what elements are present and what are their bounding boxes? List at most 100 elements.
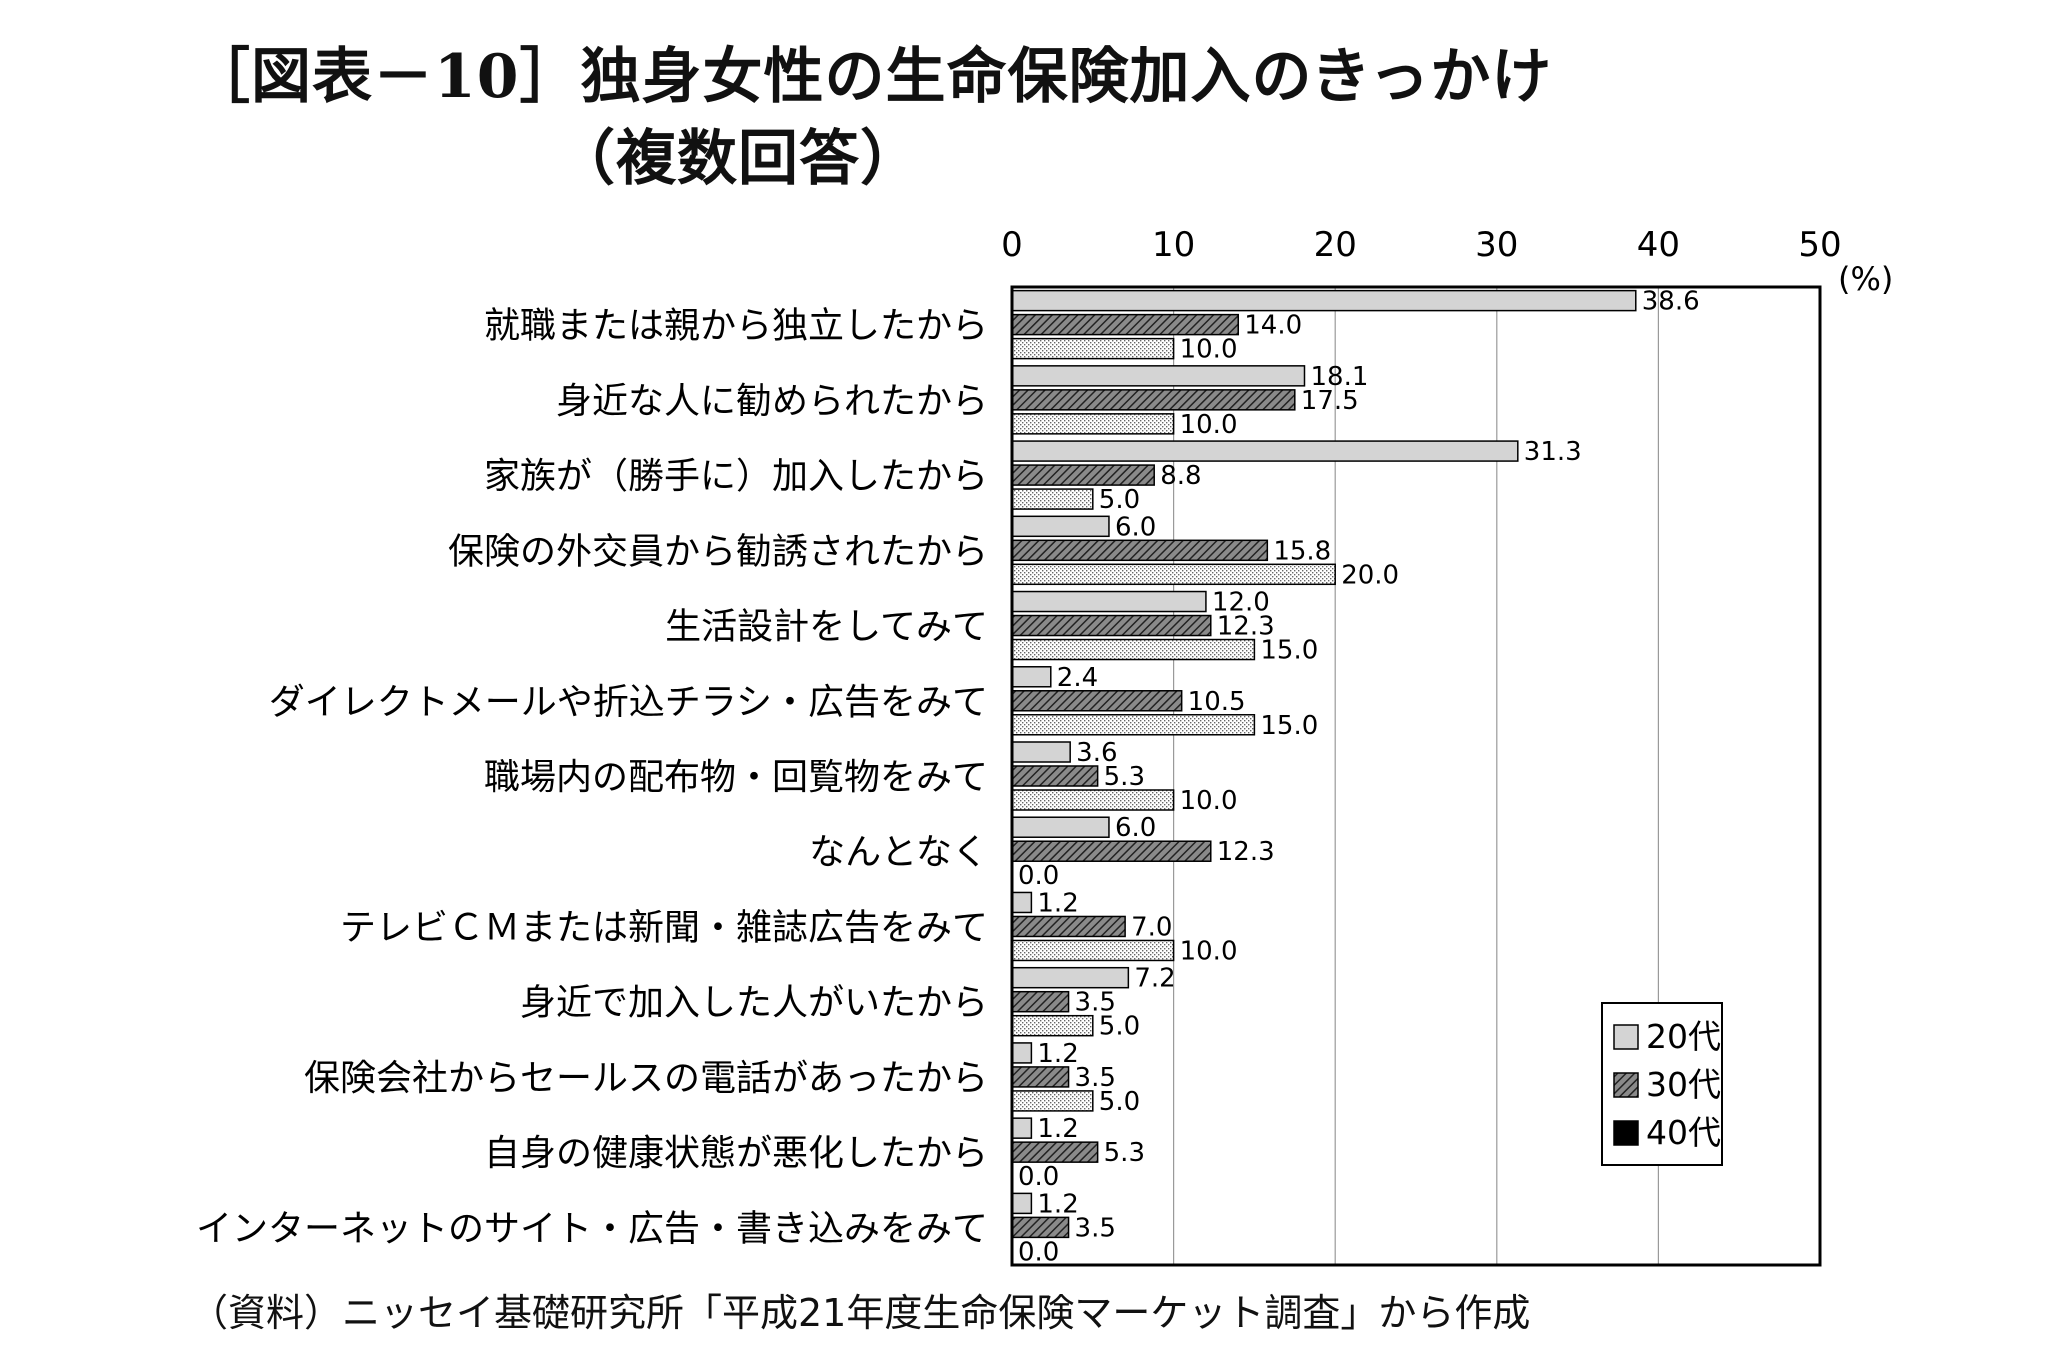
bar-20	[1011, 289, 1637, 312]
bar-40	[1011, 337, 1175, 360]
legend-swatch-30	[1613, 1072, 1639, 1098]
data-label: 0.0	[1018, 1162, 1059, 1192]
data-label: 7.2	[1134, 964, 1175, 994]
data-label: 10.0	[1180, 410, 1238, 440]
x-tick-label: 50	[1798, 225, 1841, 265]
source-note: （資料）ニッセイ基礎研究所「平成21年度生命保険マーケット調査」から作成	[190, 1291, 1531, 1335]
bar-30	[1011, 313, 1239, 336]
data-label: 0.0	[1018, 1237, 1059, 1267]
category-label: 生活設計をしてみて	[665, 607, 988, 648]
data-label: 1.2	[1037, 1114, 1078, 1144]
data-label: 6.0	[1115, 813, 1156, 843]
category-label: 自身の健康状態が悪化したから	[484, 1133, 988, 1174]
bar-40	[1011, 1014, 1094, 1037]
category-label: なんとなく	[809, 832, 988, 873]
legend-label: 20代	[1646, 1017, 1721, 1056]
bar-30	[1011, 1141, 1099, 1163]
data-label: 17.5	[1301, 386, 1359, 416]
bar-40	[1011, 714, 1256, 736]
data-label: 5.0	[1099, 1087, 1140, 1117]
data-label: 1.2	[1037, 1189, 1078, 1219]
bar-30	[1011, 690, 1183, 712]
bar-20	[1011, 741, 1071, 763]
data-label: 0.0	[1018, 861, 1059, 891]
data-label: 18.1	[1310, 362, 1368, 392]
data-label: 6.0	[1115, 512, 1156, 542]
bar-30	[1011, 1066, 1070, 1088]
bar-30	[1011, 614, 1212, 637]
bar-20	[1011, 891, 1033, 914]
bar-40	[1011, 1090, 1094, 1112]
legend-swatch-40	[1613, 1120, 1639, 1146]
legend-swatch-20	[1613, 1024, 1639, 1050]
data-label: 12.3	[1217, 837, 1275, 867]
data-label: 3.6	[1076, 738, 1117, 768]
legend-label: 30代	[1646, 1065, 1721, 1104]
data-label: 15.0	[1260, 711, 1318, 741]
data-label: 12.0	[1212, 588, 1270, 618]
data-label: 5.3	[1104, 762, 1145, 792]
data-label: 10.0	[1180, 786, 1238, 816]
bar-20	[1011, 365, 1306, 387]
bar-20	[1011, 515, 1110, 538]
chart-subtitle: （複数回答）	[555, 124, 921, 194]
bar-40	[1011, 488, 1094, 510]
data-label: 14.0	[1244, 311, 1302, 341]
category-label: 身近で加入した人がいたから	[520, 983, 988, 1024]
bar-30	[1011, 464, 1155, 486]
unit-label: (%)	[1838, 260, 1893, 298]
data-label: 10.0	[1180, 936, 1238, 966]
x-tick-label: 10	[1152, 225, 1195, 265]
bar-30	[1011, 765, 1099, 787]
category-label: 家族が（勝手に）加入したから	[484, 456, 988, 497]
data-label: 15.0	[1260, 636, 1318, 666]
category-label: 保険会社からセールスの電話があったから	[304, 1058, 988, 1099]
data-label: 2.4	[1057, 663, 1098, 693]
data-label: 5.0	[1099, 1012, 1140, 1042]
x-tick-label: 0	[1001, 225, 1023, 265]
data-label: 5.3	[1104, 1138, 1145, 1168]
legend-label: 40代	[1646, 1113, 1721, 1152]
data-label: 1.2	[1037, 1039, 1078, 1069]
category-label: 職場内の配布物・回覧物をみて	[484, 757, 988, 798]
data-label: 20.0	[1341, 560, 1399, 590]
bar-40	[1011, 413, 1175, 435]
bar-30	[1011, 539, 1269, 562]
bar-20	[1011, 1192, 1033, 1215]
category-label: 保険の外交員から勧誘されたから	[448, 531, 988, 572]
bar-20	[1011, 1042, 1033, 1064]
category-label: テレビＣＭまたは新聞・雑誌広告をみて	[340, 907, 988, 948]
bar-20	[1011, 440, 1519, 462]
data-label: 15.8	[1273, 536, 1331, 566]
bar-20	[1011, 590, 1207, 613]
bar-20	[1011, 666, 1052, 688]
bar-30	[1011, 389, 1296, 411]
data-label: 3.5	[1075, 988, 1116, 1018]
bar-40	[1011, 789, 1175, 811]
data-label: 7.0	[1131, 912, 1172, 942]
category-label: 就職または親から独立したから	[484, 306, 988, 347]
bar-40	[1011, 563, 1336, 586]
x-tick-label: 40	[1637, 225, 1680, 265]
bar-20	[1011, 1117, 1033, 1139]
plot-frame	[1010, 285, 1822, 1267]
bar-30	[1011, 840, 1212, 862]
bar-20	[1011, 816, 1110, 838]
data-label: 10.5	[1188, 687, 1246, 717]
x-tick-label: 30	[1475, 225, 1518, 265]
data-label: 1.2	[1037, 888, 1078, 918]
data-label: 3.5	[1075, 1213, 1116, 1243]
category-label: ダイレクトメールや折込チラシ・広告をみて	[269, 682, 988, 723]
data-label: 8.8	[1160, 461, 1201, 491]
chart-title: ［図表－10］独身女性の生命保険加入のきっかけ	[190, 42, 1553, 112]
data-label: 3.5	[1075, 1063, 1116, 1093]
x-tick-label: 20	[1314, 225, 1357, 265]
data-label: 10.0	[1180, 335, 1238, 365]
bar-30	[1011, 1216, 1070, 1239]
bar-30	[1011, 990, 1070, 1013]
data-label: 5.0	[1099, 485, 1140, 515]
data-label: 38.6	[1642, 287, 1700, 317]
bar-20	[1011, 966, 1130, 989]
category-label: 身近な人に勧められたから	[556, 381, 988, 422]
